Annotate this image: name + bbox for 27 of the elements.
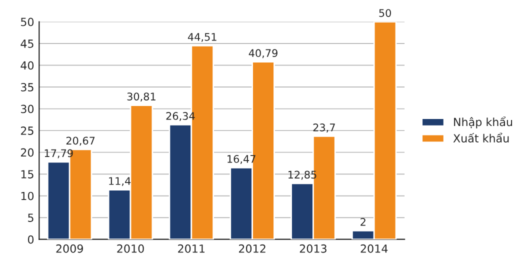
x-tick-label: 2013 [300, 244, 326, 253]
y-tick-label: 40 [20, 61, 34, 70]
x-tick-label: 2012 [238, 244, 266, 253]
x-tick-label: 2009 [56, 244, 83, 253]
legend-label: Xuất khẩu [453, 132, 509, 142]
x-tick-label: 2011 [178, 244, 205, 253]
y-tick-label: 25 [20, 126, 34, 135]
data-label: 23,7 [313, 124, 335, 132]
data-label: 44,51 [188, 33, 216, 42]
x-tick-label: 2010 [117, 244, 144, 253]
data-label: 2 [360, 218, 366, 226]
y-tick-label: 20 [20, 148, 34, 157]
data-label: 30,81 [127, 92, 156, 102]
y-tick-label: 5 [28, 214, 34, 222]
y-tick-label: 30 [20, 104, 34, 114]
y-tick-label: 0 [28, 235, 34, 244]
data-label: 20,67 [66, 136, 95, 146]
y-tick-label: 15 [21, 170, 34, 178]
data-label: 50 [379, 9, 391, 17]
data-label: 40,79 [248, 49, 278, 58]
y-tick-label: 45 [20, 40, 34, 48]
y-tick-label: 50 [21, 18, 34, 26]
data-label: 11,4 [109, 177, 131, 186]
y-tick-label: 35 [20, 83, 34, 92]
y-tick-label: 10 [21, 192, 34, 200]
legend-label: Nhập khẩu [454, 116, 512, 128]
x-tick-label: 2014 [360, 244, 388, 253]
